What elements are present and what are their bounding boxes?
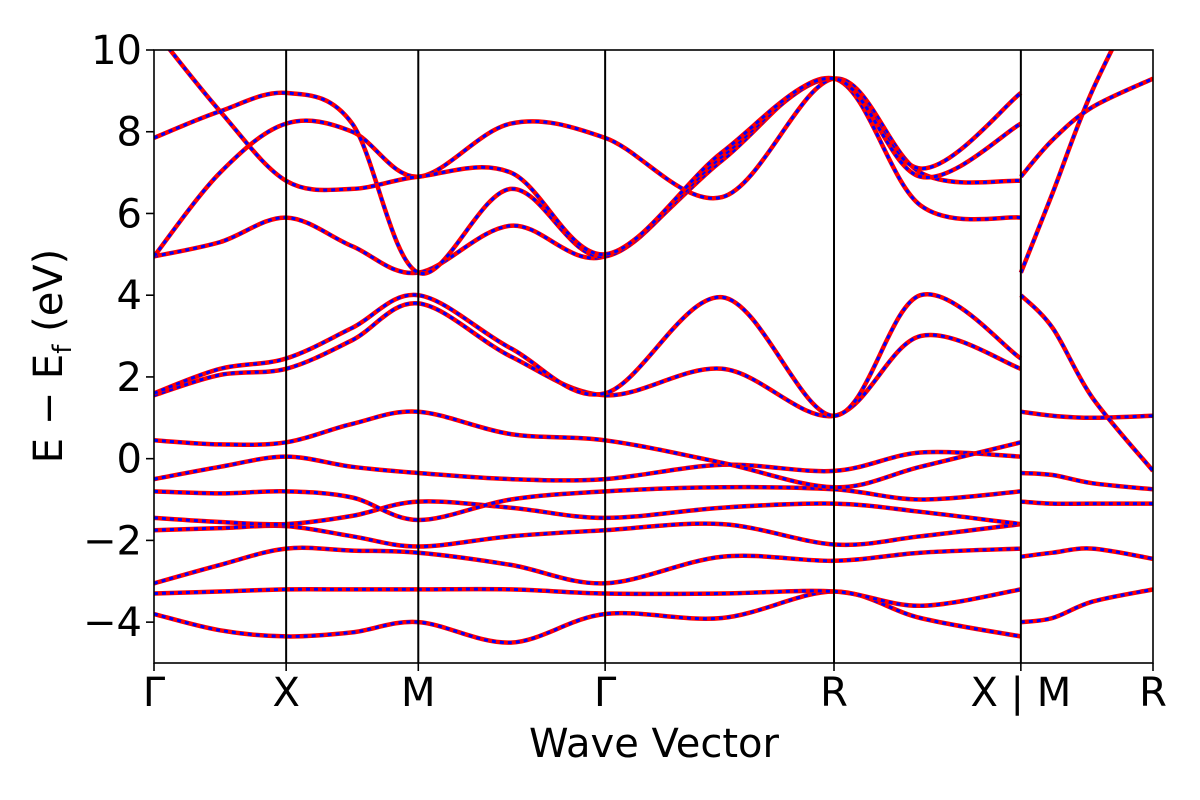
band-11-dashed [154, 77, 1022, 258]
y-axis-ticks: −4 −2 0 2 4 6 8 10 [83, 28, 154, 646]
band-21-solid [1019, 76, 1153, 179]
band-16-dashed [1020, 500, 1153, 506]
band-13-dashed [168, 50, 1022, 256]
xtick-label: Γ [594, 670, 617, 716]
x-axis-ticks: Γ X M Γ R X | M R [143, 663, 1167, 716]
ytick-label: 4 [117, 273, 142, 319]
x-axis-label: Wave Vector [529, 721, 779, 767]
ytick-label: 0 [117, 437, 142, 483]
band-12-dashed [154, 77, 1022, 275]
band-9-dashed [154, 292, 1022, 418]
band-17-dashed [1020, 471, 1153, 491]
band-6-dashed [154, 450, 1021, 482]
xtick-label: R [820, 670, 848, 716]
ytick-label: 10 [91, 28, 142, 74]
band-2-solid [154, 545, 1021, 586]
xtick-label: R [1139, 670, 1167, 716]
band-12-solid [154, 76, 1023, 276]
y-axis-label: E − Ef (eV) [26, 249, 78, 464]
band-2-dashed [154, 546, 1021, 585]
band-9-solid [154, 292, 1023, 419]
band-14-dashed [1020, 587, 1153, 624]
bands-layer [154, 50, 1153, 645]
band-14-solid [1020, 587, 1153, 625]
band-10-dashed [154, 76, 1022, 275]
y-axis-label-main: E − E [26, 353, 72, 464]
band-10-solid [154, 75, 1022, 276]
band-15-dashed [1020, 546, 1153, 561]
ytick-label: −4 [83, 600, 142, 646]
band-7-dashed [154, 410, 1022, 489]
ytick-label: 8 [117, 110, 142, 156]
band-4-solid [154, 499, 1022, 527]
plot-frame [153, 49, 1154, 664]
band-4-dashed [154, 499, 1022, 526]
band-18-dashed [1020, 410, 1153, 420]
xtick-label: M [401, 670, 436, 716]
y-axis-label-unit: (eV) [26, 248, 72, 345]
xtick-label: X [272, 670, 299, 716]
band-5-dashed [154, 485, 1022, 522]
ytick-label: −2 [83, 518, 142, 564]
y-axis-label-sub: f [48, 344, 78, 354]
ytick-label: 2 [117, 355, 142, 401]
band-0-solid [154, 589, 1022, 645]
band-20-dashed [1019, 50, 1114, 274]
band-7-solid [154, 409, 1022, 490]
xtick-label: Γ [143, 670, 166, 716]
band-19-solid [1019, 293, 1153, 473]
band-1-dashed [154, 587, 1022, 608]
band-20-solid [1018, 50, 1115, 274]
band-21-dashed [1019, 77, 1153, 178]
high-symmetry-lines [285, 50, 1022, 663]
band-3-dashed [154, 522, 1022, 549]
xtick-label: X | M [970, 670, 1071, 716]
band-11-solid [154, 76, 1022, 258]
ytick-label: 6 [117, 191, 142, 237]
